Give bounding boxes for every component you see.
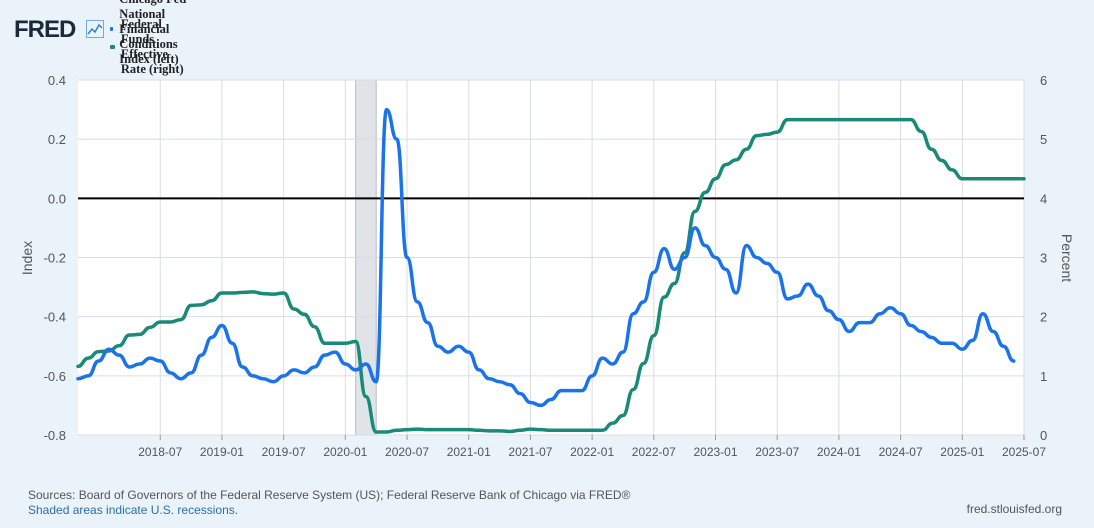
legend-label-fedfunds: Federal Funds Effective Rate (right): [120, 17, 184, 76]
x-tick-label: 2020-07: [385, 445, 429, 459]
legend-item-nfci[interactable]: Chicago Fed National Financial Condition…: [110, 0, 188, 66]
x-tick-label: 2020-01: [323, 445, 367, 459]
left-tick-label: 0.2: [48, 132, 66, 147]
right-axis-ticks: 6 5 4 3 2 1 0: [1040, 73, 1047, 443]
right-tick-label: 4: [1040, 191, 1047, 206]
series-group: [76, 107, 1026, 434]
right-axis-label: Percent: [1059, 234, 1075, 282]
x-tick-label: 2019-07: [262, 445, 306, 459]
legend: Chicago Fed National Financial Condition…: [110, 0, 188, 76]
right-tick-label: 1: [1040, 369, 1047, 384]
chart-line-icon: [86, 20, 104, 38]
x-tick-label: 2018-07: [138, 445, 182, 459]
sources-text: Sources: Board of Governors of the Feder…: [28, 488, 631, 502]
fedfunds-series-line[interactable]: [76, 117, 1026, 434]
left-tick-label: -0.4: [44, 310, 66, 325]
nfci-series-line[interactable]: [76, 107, 1016, 408]
right-tick-label: 6: [1040, 73, 1047, 88]
fred-logo[interactable]: FRED: [14, 16, 76, 43]
left-tick-label: 0.4: [48, 73, 66, 88]
site-link[interactable]: fred.stlouisfed.org: [966, 502, 1062, 516]
x-axis-ticks: 2018-07 2019-01 2019-07 2020-01 2020-07 2021-…: [138, 435, 1046, 459]
left-tick-label: 0.0: [48, 191, 66, 206]
right-tick-label: 0: [1040, 428, 1047, 443]
x-tick-label: 2021-07: [508, 445, 552, 459]
recession-note: Shaded areas indicate U.S. recessions.: [28, 503, 239, 517]
x-tick-label: 2025-07: [1002, 445, 1046, 459]
x-tick-label: 2023-01: [693, 445, 737, 459]
x-tick-label: 2022-07: [632, 445, 676, 459]
legend-item-fedfunds[interactable]: Federal Funds Effective Rate (right): [110, 17, 188, 76]
x-tick-label: 2023-07: [755, 445, 799, 459]
x-tick-label: 2019-01: [200, 445, 244, 459]
legend-label-nfci: Chicago Fed National Financial Condition…: [119, 0, 186, 66]
left-tick-label: -0.8: [44, 428, 66, 443]
x-tick-label: 2024-01: [817, 445, 861, 459]
legend-swatch-fedfunds: [110, 45, 115, 49]
left-tick-label: -0.2: [44, 251, 66, 266]
left-tick-label: -0.6: [44, 369, 66, 384]
left-axis-label: Index: [19, 241, 35, 275]
chart-footer: Sources: Board of Governors of the Feder…: [28, 488, 630, 518]
x-tick-label: 2025-01: [940, 445, 984, 459]
left-axis-ticks: 0.4 0.2 0.0 -0.2 -0.4 -0.6 -0.8: [44, 73, 66, 443]
x-tick-label: 2021-01: [447, 445, 491, 459]
right-tick-label: 5: [1040, 132, 1047, 147]
right-tick-label: 2: [1040, 310, 1047, 325]
legend-swatch-nfci: [110, 27, 114, 31]
x-tick-label: 2024-07: [879, 445, 923, 459]
right-tick-label: 3: [1040, 251, 1047, 266]
x-tick-label: 2022-01: [570, 445, 614, 459]
